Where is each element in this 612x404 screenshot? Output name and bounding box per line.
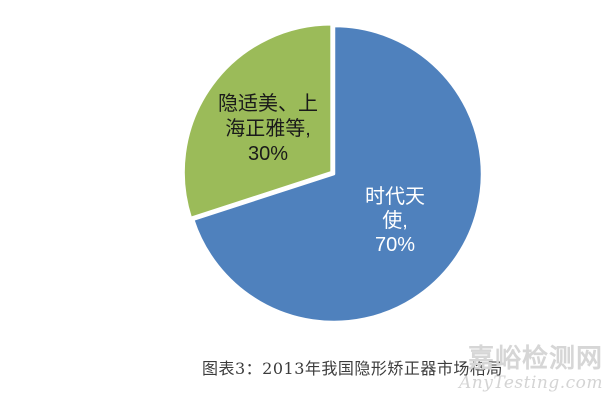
pie-chart bbox=[182, 22, 484, 324]
chart-caption: 图表3：2013年我国隐形矫正器市场格局 bbox=[202, 359, 503, 378]
pie-slice-angelalign bbox=[191, 24, 484, 324]
pie-slice-others bbox=[182, 22, 333, 220]
